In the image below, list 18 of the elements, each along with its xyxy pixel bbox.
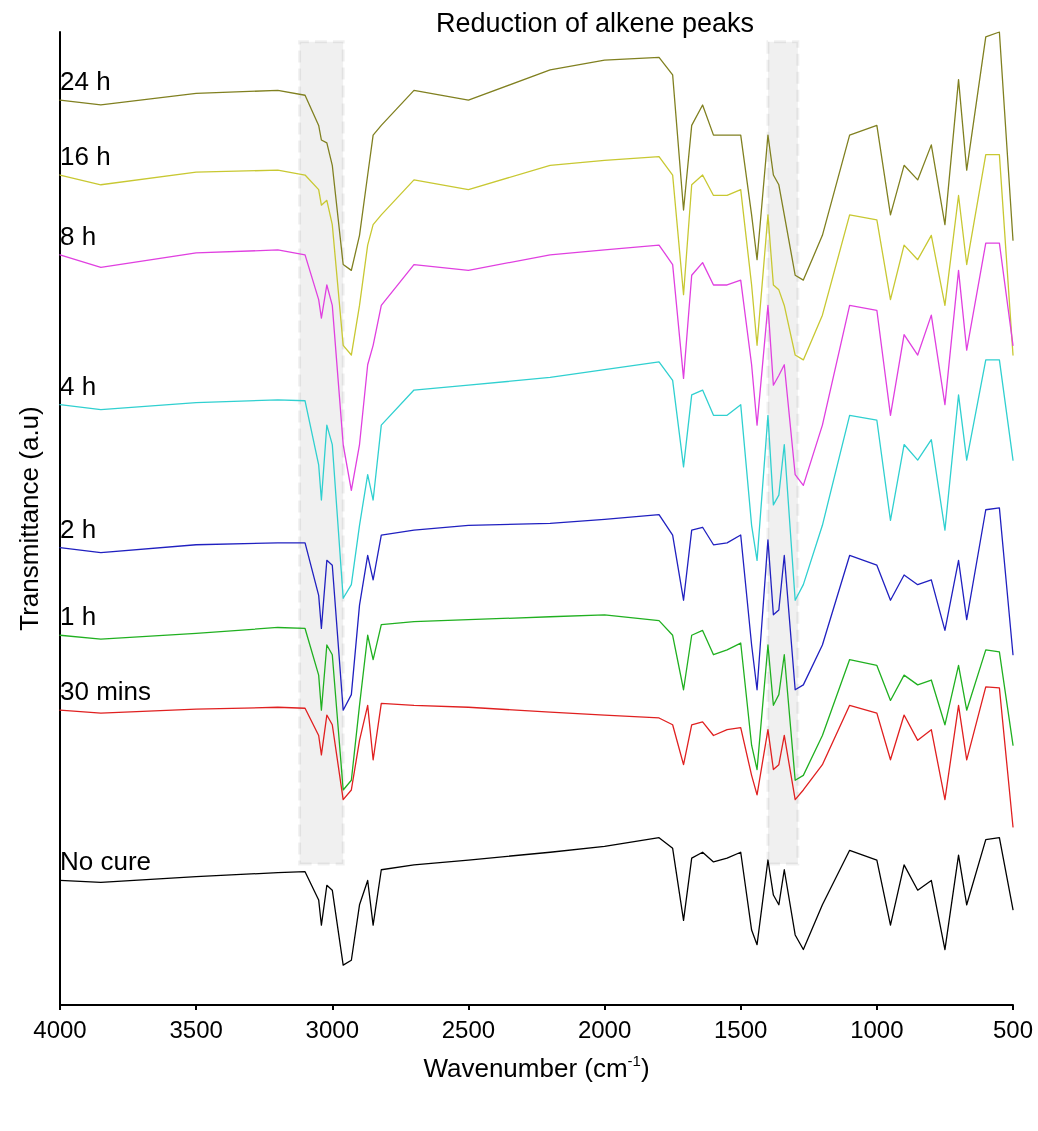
series-label: 4 h	[60, 370, 97, 401]
series-label: 24 h	[60, 66, 111, 97]
x-tick-label: 1500	[714, 1015, 768, 1043]
x-tick-label: 2500	[441, 1015, 496, 1043]
series-label: 1 h	[60, 601, 97, 632]
series-label: 8 h	[60, 220, 97, 251]
x-tick-label: 2000	[577, 1015, 632, 1043]
chart-title: Reduction of alkene peaks	[435, 7, 755, 38]
series-label: 2 h	[60, 513, 97, 544]
x-tick-label: 4000	[33, 1015, 87, 1043]
x-tick-label: 3000	[305, 1015, 359, 1043]
x-tick-label: 1000	[850, 1015, 904, 1043]
series-label: 30 mins	[60, 676, 152, 707]
series-label: No cure	[60, 846, 152, 877]
y-axis-title: Transmittance (a.u)	[14, 406, 44, 631]
series-label: 16 h	[60, 141, 111, 172]
x-tick-label: 3500	[169, 1015, 223, 1043]
x-tick-label: 500	[992, 1015, 1034, 1043]
